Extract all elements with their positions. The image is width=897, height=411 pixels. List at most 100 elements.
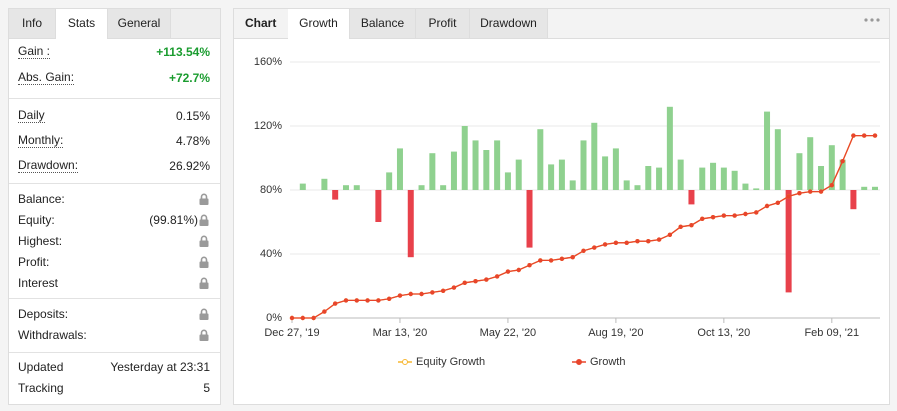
data-point [797,191,802,196]
bar [688,190,695,205]
bar [602,156,609,190]
stat-label: Updated [18,360,64,374]
tab[interactable]: Growth [288,9,350,39]
lock-body [199,198,209,205]
data-point [700,216,705,221]
bar [699,167,706,190]
tab[interactable]: General [108,9,171,38]
bar [645,166,652,190]
stat-value: +113.54% [156,45,210,59]
menu-dots[interactable] [864,18,880,22]
tab[interactable]: Stats [56,9,108,39]
bar [353,185,360,190]
dot [864,18,868,22]
data-point [440,288,446,293]
data-point [613,240,619,245]
stat-label: Interest [18,276,59,290]
data-point [451,285,457,290]
lock-icon [199,329,209,341]
x-tick-label: Aug 19, '20 [588,327,643,339]
data-point [786,194,791,199]
data-point [473,279,478,284]
data-point [743,211,748,217]
bar [418,185,425,190]
data-point [289,315,295,321]
tab[interactable]: Info [9,9,56,38]
bar [742,183,749,190]
x-tick-label: Dec 27, '19 [264,327,319,339]
tab[interactable]: Drawdown [470,9,548,38]
bar [828,145,835,190]
lock-icon [199,256,209,268]
lock-icon [199,277,209,289]
lock-shackle [200,235,208,241]
data-point [538,258,543,263]
bar [731,170,738,190]
lock-icon [199,235,209,247]
tab[interactable]: Balance [350,9,416,38]
lock-body [199,219,209,226]
data-point [721,213,727,218]
separator [9,98,220,99]
data-point [494,274,500,279]
bar [526,190,533,248]
data-point [678,224,683,229]
stat-value: 4.78% [175,134,210,148]
y-tick-label: 0% [266,312,282,324]
data-point [548,258,554,263]
bar [504,172,511,190]
dot [876,18,880,22]
bar [634,185,641,190]
lock-shackle [200,214,208,220]
bar [342,185,349,190]
bar [850,190,857,210]
bar [612,148,619,190]
dot [870,18,874,22]
bar [537,129,544,190]
data-point [872,133,878,138]
bar [818,166,825,190]
stat-label: Deposits: [18,307,69,321]
lock-body [199,240,209,247]
tab[interactable]: Profit [416,9,470,38]
data-point [408,291,413,297]
bar [591,122,598,190]
separator [9,183,220,184]
separator [9,298,220,299]
legend-label: Equity Growth [416,356,485,368]
data-point [602,242,608,247]
panel-header: Chart [245,16,277,30]
stat-value: 26.92% [169,159,210,173]
bar [796,153,803,190]
bar [774,129,781,190]
data-point [689,223,694,228]
data-point [732,213,737,218]
lock-shackle [200,308,208,314]
bar [450,151,457,190]
x-tick-label: Oct 13, '20 [697,327,750,339]
bar [472,140,479,190]
stat-value: +72.7% [168,71,210,85]
legend-marker [402,359,408,365]
bar [515,159,522,190]
data-point [862,133,867,138]
stat-value: Yesterday at 23:31 [110,360,210,374]
data-point [808,189,813,194]
data-point [419,291,424,297]
bar [580,140,587,190]
lock-body [199,282,209,289]
bar [375,190,382,222]
stat-value: 0.15% [175,109,210,123]
y-tick-label: 160% [254,56,282,68]
y-tick-label: 40% [260,248,282,260]
data-point [570,255,575,260]
bar [558,159,565,190]
bar [407,190,414,258]
stat-label: Daily [18,108,45,123]
data-point [710,215,716,220]
bar [483,150,490,190]
stat-value: 5 [203,381,210,395]
stat-label: Gain : [18,44,51,59]
data-point [851,133,856,138]
bar [396,148,403,190]
